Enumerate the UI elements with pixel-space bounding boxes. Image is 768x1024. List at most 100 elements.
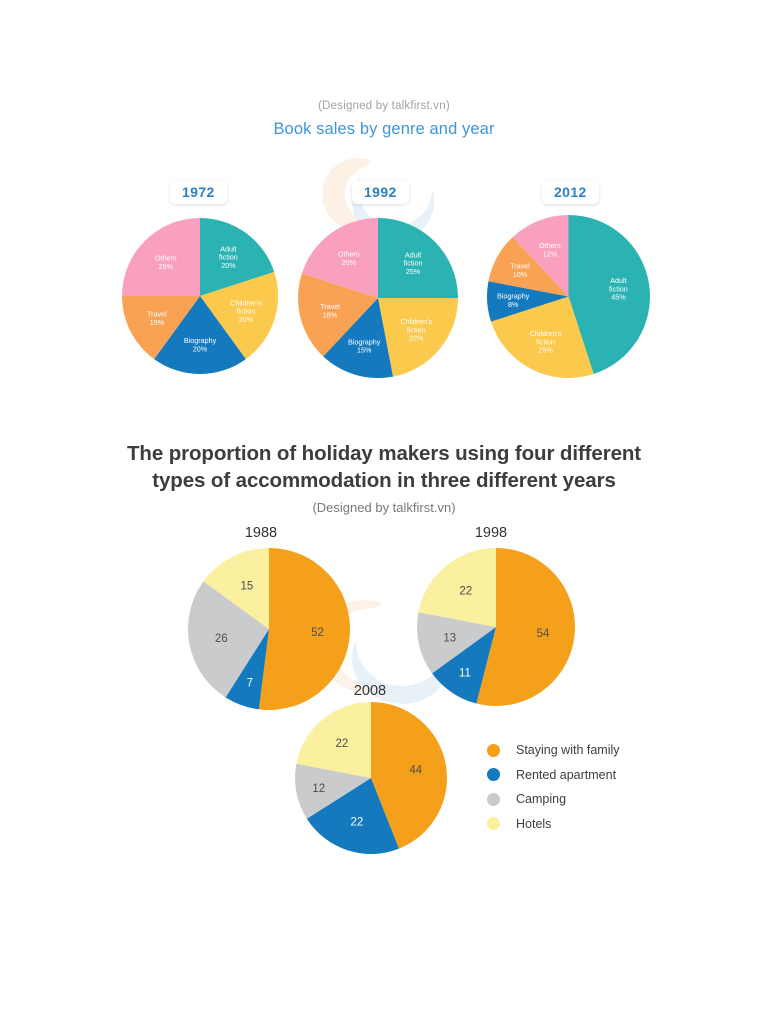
pie-slice-1972-adult-fiction [200, 218, 275, 296]
year-label-1988: 1988 [244, 525, 278, 541]
slice-label-2012-0: fiction [609, 284, 628, 293]
slice-label-1972-2: Biography [184, 336, 217, 345]
pie-slice-1998-rented-apartment [432, 627, 496, 704]
slice-label-1992-4: 20% [342, 258, 357, 267]
legend-label-camping: Camping [516, 792, 567, 807]
slice-label-1972-2: 20% [193, 344, 208, 353]
pie-slice-1992-travel [298, 273, 378, 357]
slice-label-2012-2: Biography [497, 292, 530, 301]
slice-label-2012-1: Children's [530, 329, 562, 338]
pie-slice-1992-adult-fiction [378, 218, 458, 298]
slice-value-1988-2: 26 [215, 633, 228, 645]
year-label-1998: 1998 [474, 525, 508, 541]
slice-label-1992-0: fiction [404, 259, 423, 268]
pie-slice-2012-adult-fiction [568, 215, 650, 375]
pie-slice-1972-travel [122, 296, 200, 360]
pie-slice-1972-biography [154, 296, 246, 374]
legend-swatch-rented-apartment [487, 768, 500, 782]
slice-label-2012-4: 12% [543, 249, 558, 258]
year-badge-1992: 1992 [352, 181, 409, 204]
slice-label-1992-1: 22% [409, 334, 424, 343]
slice-label-1972-1: 20% [239, 315, 254, 324]
slice-label-1972-1: fiction [237, 307, 256, 316]
slice-value-1988-1: 7 [247, 677, 253, 689]
legend-item-hotels: Hotels [487, 812, 620, 837]
pie-chart-1972: Adult fiction 20% Children's fiction 20% Biogr… [122, 218, 278, 374]
slice-label-1972-4: Others [155, 253, 177, 262]
section2-title: The proportion of holiday makers using f… [60, 440, 708, 494]
year-badge-2012: 2012 [542, 181, 599, 204]
slice-label-1992-1: fiction [407, 325, 426, 334]
pie-chart-2008: 44 22 12 22 [295, 702, 447, 854]
pie-slice-2008-rented-apartment [306, 778, 399, 854]
legend-label-hotels: Hotels [516, 816, 552, 831]
slice-value-1988-0: 52 [311, 627, 324, 639]
slice-label-2012-0: 45% [611, 293, 626, 302]
legend-item-staying-with-family: Staying with family [487, 738, 620, 763]
slice-label-1972-0: 20% [221, 261, 236, 270]
slice-value-2008-2: 12 [312, 783, 325, 795]
legend-item-camping: Camping [487, 787, 620, 812]
legend-label-rented-apartment: Rented apartment [516, 767, 617, 782]
slice-label-1992-4: Others [338, 250, 360, 259]
slice-value-1998-2: 13 [443, 632, 456, 644]
accommodation-legend: Staying with family Rented apartment Cam… [487, 738, 620, 836]
pie-slice-1992-children-s-fiction [378, 298, 458, 377]
pie-slice-2008-camping [295, 763, 371, 819]
slice-label-2012-0: Adult [610, 276, 626, 285]
pie-slice-2008-staying-with-family [371, 702, 447, 849]
slice-label-1992-2: 15% [357, 346, 372, 355]
pie-slice-1972-children-s-fiction [200, 271, 278, 360]
slice-value-1998-1: 11 [459, 668, 471, 680]
pie-chart-2012: Adult fiction 45% Children's fiction 25% Biogr… [487, 215, 650, 378]
slice-label-1992-1: Children's [400, 317, 432, 326]
slice-label-2012-1: 25% [538, 346, 553, 355]
slice-label-1992-3: 18% [323, 310, 338, 319]
year-badge-1972: 1972 [170, 181, 227, 204]
slice-label-2012-2: 8% [508, 300, 519, 309]
pie-slice-1998-staying-with-family [476, 548, 575, 706]
pie-slice-2012-biography [487, 281, 569, 322]
pie-chart-1998: 54 11 13 22 [417, 548, 575, 706]
pie-slice-1998-camping [417, 612, 496, 674]
legend-swatch-hotels [487, 817, 500, 831]
pie-slice-1988-rented-apartment [225, 629, 269, 710]
pie-slice-2012-children-s-fiction [490, 296, 594, 378]
pie-slice-1988-staying-with-family [258, 548, 350, 710]
slice-value-1988-3: 15 [241, 581, 254, 593]
section1-credit: (Designed by talkfirst.vn) [318, 100, 450, 112]
slice-value-1998-3: 22 [459, 585, 472, 597]
slice-label-2012-3: 10% [513, 270, 528, 279]
slice-label-1992-2: Biography [348, 337, 381, 346]
pie-slice-1988-hotels [203, 548, 269, 629]
pie-slice-1998-hotels [418, 548, 496, 627]
slice-label-2012-3: Travel [510, 261, 530, 270]
pie-slice-1992-biography [323, 298, 393, 378]
slice-label-1972-1: Children's [230, 298, 262, 307]
section2-credit: (Designed by talkfirst.vn) [312, 500, 456, 515]
slice-value-1998-0: 54 [537, 628, 550, 640]
slice-label-1992-0: 25% [406, 267, 421, 276]
section2-title-line2: types of accommodation in three differen… [152, 469, 616, 492]
legend-item-rented-apartment: Rented apartment [487, 763, 620, 788]
slice-label-1972-0: Adult [220, 244, 236, 253]
slice-label-1972-0: fiction [219, 253, 238, 262]
pie-slice-1972-others [122, 218, 200, 296]
pie-chart-1988: 52 7 26 15 [188, 548, 350, 710]
slice-label-1972-3: 15% [150, 318, 165, 327]
slice-label-1992-3: Travel [320, 302, 340, 311]
year-label-2008: 2008 [353, 683, 387, 699]
pie-slice-1988-camping [188, 581, 269, 698]
slice-value-2008-1: 22 [351, 816, 364, 828]
slice-value-2008-3: 22 [336, 738, 349, 750]
legend-swatch-camping [487, 792, 500, 806]
slice-label-2012-1: fiction [536, 337, 555, 346]
section1-title: Book sales by genre and year [273, 120, 495, 138]
section2-title-line1: The proportion of holiday makers using f… [126, 442, 642, 465]
slice-label-1972-3: Travel [147, 310, 167, 319]
pie-chart-1992: Adult fiction 25% Children's fiction 22% Biogr… [298, 218, 458, 378]
pie-slice-1992-others [301, 218, 378, 298]
pie-slice-2008-hotels [296, 702, 371, 778]
slice-label-1972-4: 25% [159, 262, 174, 271]
